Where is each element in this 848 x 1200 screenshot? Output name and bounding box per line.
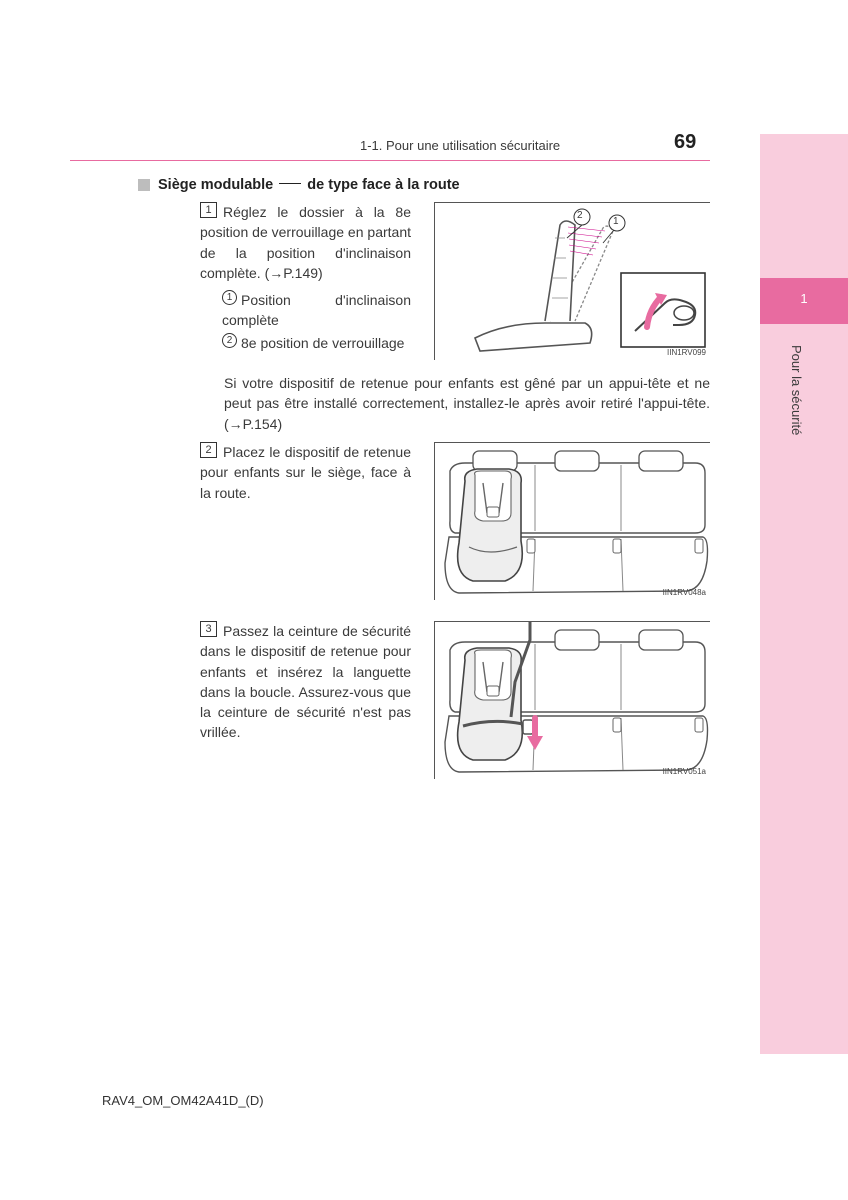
step3-number-icon: 3 bbox=[200, 621, 217, 637]
figure1-id: IIN1RV099 bbox=[667, 348, 706, 357]
section-heading: Siège modulable de type face à la route bbox=[138, 177, 460, 193]
step3-body: Passez la ceinture de sécurité dans le d… bbox=[200, 623, 411, 740]
step1-i2: 8e position de verrouillage bbox=[241, 335, 404, 351]
heading-pre: Siège modulable bbox=[158, 177, 273, 193]
heading-bullet-icon bbox=[138, 179, 150, 191]
figure-seatbelt-svg bbox=[435, 622, 711, 780]
heading-post: de type face à la route bbox=[307, 177, 459, 193]
figure2-id: IIN1RV048a bbox=[663, 588, 706, 597]
heading-text: Siège modulable de type face à la route bbox=[158, 177, 460, 193]
header-section: 1-1. Pour une utilisation sécuritaire bbox=[360, 138, 560, 153]
figure3-id: IIN1RV051a bbox=[663, 767, 706, 776]
figure-seatbelt-thread: IIN1RV051a bbox=[434, 621, 710, 779]
step1-number-icon: 1 bbox=[200, 202, 217, 218]
side-tab-bg bbox=[760, 134, 848, 1054]
step1-note: Si votre dispositif de retenue pour enfa… bbox=[224, 373, 710, 434]
step1-body: Réglez le dossier à la 8e position de ve… bbox=[200, 204, 411, 281]
heading-dash-icon bbox=[279, 183, 301, 184]
page-number: 69 bbox=[674, 131, 696, 154]
fig1-label-1: 1 bbox=[613, 216, 619, 227]
figure-seatback-adjust: 2 1 IIN1RV099 bbox=[434, 202, 710, 360]
figure-childseat-svg bbox=[435, 443, 711, 601]
circled-2-icon: 2 bbox=[222, 333, 237, 348]
page: 1 Pour la sécurité 1-1. Pour une utilisa… bbox=[0, 0, 848, 1200]
circled-1-icon: 1 bbox=[222, 290, 237, 305]
step2-number-icon: 2 bbox=[200, 442, 217, 458]
figure-childseat-place: IIN1RV048a bbox=[434, 442, 710, 600]
side-tab-label: Pour la sécurité bbox=[786, 345, 804, 435]
step1-item1: 1Position d'inclinaison complète bbox=[222, 290, 411, 331]
side-tab-chapter-number: 1 bbox=[769, 291, 839, 306]
step2-text: 2Placez le dispositif de retenue pour en… bbox=[200, 442, 411, 503]
footer-docid: RAV4_OM_OM42A41D_(D) bbox=[102, 1093, 264, 1108]
step1-i1: Position d'inclinaison complète bbox=[222, 292, 411, 328]
step3-text: 3Passez la ceinture de sécurité dans le … bbox=[200, 621, 411, 743]
step2-body: Placez le dispositif de retenue pour enf… bbox=[200, 444, 411, 501]
figure-seatback-svg bbox=[435, 203, 711, 361]
step1-item2: 2 8e position de verrouillage bbox=[222, 333, 422, 353]
fig1-label-2: 2 bbox=[577, 210, 583, 221]
step1-text: 1Réglez le dossier à la 8e position de v… bbox=[200, 202, 411, 283]
header-rule bbox=[70, 160, 710, 161]
